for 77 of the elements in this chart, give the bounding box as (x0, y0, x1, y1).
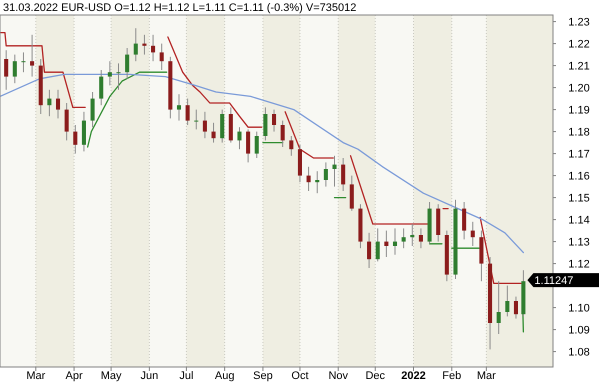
candlestick (99, 70, 104, 106)
candlestick (4, 50, 8, 90)
candlestick (289, 136, 294, 156)
candlestick (496, 280, 501, 334)
candlestick (64, 102, 69, 141)
candlestick (30, 34, 34, 78)
y-tick-label: 1.17 (568, 148, 590, 161)
y-tick-label: 1.15 (568, 192, 590, 205)
candlestick (505, 285, 510, 317)
y-tick-label: 1.19 (568, 104, 590, 117)
candlestick (212, 122, 216, 144)
candlestick (194, 109, 198, 130)
x-tick-label: Apr (66, 370, 83, 382)
candlestick (410, 224, 414, 246)
y-tick-label: 1.18 (568, 126, 590, 139)
y-tick-label: 1.23 (568, 16, 590, 29)
candlestick (142, 34, 146, 56)
candlestick (367, 232, 372, 268)
candlestick (392, 228, 398, 256)
x-tick-label: 2022 (401, 370, 426, 382)
x-tick-label: Sep (253, 370, 273, 382)
y-tick-label: 1.13 (568, 236, 590, 249)
candlestick (73, 124, 78, 154)
candlestick (12, 54, 17, 84)
candlestick (324, 162, 328, 188)
x-tick-label: Mar (476, 370, 496, 382)
candlestick (332, 155, 337, 188)
candlestick (56, 89, 60, 119)
y-tick-label: 1.22 (568, 38, 590, 51)
x-tick-label: Mar (26, 370, 46, 382)
candlestick (341, 158, 346, 192)
candlestick (202, 111, 207, 139)
x-tick-label: Jun (140, 370, 158, 382)
x-tick-label: Nov (328, 370, 348, 382)
y-tick-label: 1.12 (568, 258, 590, 271)
x-tick-label: May (100, 370, 122, 382)
candlestick (160, 43, 164, 70)
candlestick (108, 60, 112, 86)
candlestick (21, 52, 26, 73)
candlestick (402, 228, 406, 249)
x-tick-label: Aug (214, 370, 234, 382)
y-tick-label: 1.16 (568, 170, 590, 183)
x-tick-label: Jul (179, 370, 194, 382)
candlestick (384, 230, 388, 258)
candlestick (151, 34, 156, 62)
y-tick-label: 1.14 (568, 214, 590, 227)
candlestick (418, 228, 423, 249)
candlestick (272, 109, 276, 132)
y-tick-label: 1.10 (568, 302, 590, 315)
candlestick (134, 28, 138, 62)
candlestick (186, 98, 190, 126)
x-tick-label: Dec (365, 370, 386, 382)
candlestick (125, 48, 130, 80)
candlestick (47, 89, 52, 117)
y-tick-label: 1.08 (568, 346, 590, 359)
candlestick (376, 228, 380, 262)
y-tick-label: 1.20 (568, 82, 590, 95)
chart-title: 31.03.2022 EUR-USD O=1.12 H=1.12 L=1.11 C=1.11 (-0.3%) V=735012 (3, 2, 356, 14)
x-tick-label: Oct (291, 370, 309, 382)
candlestick (280, 120, 285, 148)
candlestick (254, 131, 259, 158)
candlestick (116, 62, 121, 90)
y-tick-label: 1.09 (568, 324, 590, 337)
candlestick (237, 126, 242, 150)
candlestick (315, 170, 320, 194)
candlestick (470, 221, 475, 246)
annotation: 1.11247 (534, 275, 574, 288)
candlestick (306, 166, 311, 192)
y-tick-label: 1.21 (568, 60, 590, 73)
candlestick (263, 106, 268, 141)
candlestick (90, 92, 95, 128)
candlestick (246, 128, 250, 163)
candlestick (462, 202, 466, 240)
candlestick (514, 296, 518, 320)
x-tick-label: Feb (442, 370, 462, 382)
line-series (0, 74, 524, 254)
candlestick (176, 94, 182, 122)
